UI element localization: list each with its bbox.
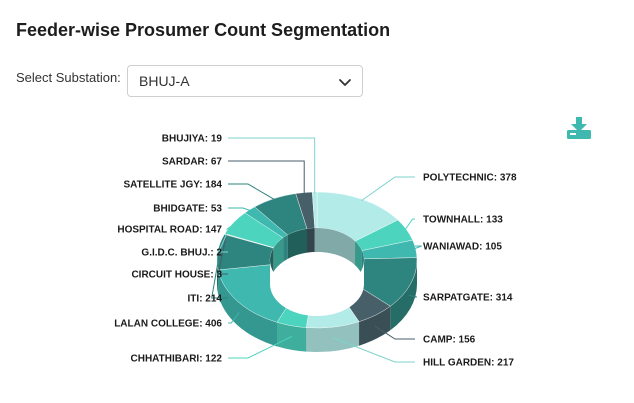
label-connector (404, 218, 415, 231)
chevron-down-icon (339, 79, 351, 86)
label-connector (228, 207, 252, 212)
label-connector (228, 137, 316, 194)
label-connector (211, 251, 228, 299)
substation-select-value: BHUJ-A (139, 73, 190, 89)
label-connector (413, 245, 422, 250)
label-connector (228, 312, 240, 324)
label-connector (408, 294, 417, 298)
slice-side-lalan-college (218, 269, 278, 347)
slice-label: LALAN COLLEGE: 406 (114, 319, 222, 330)
slice-label: CIRCUIT HOUSE: 3 (131, 270, 222, 281)
slice-label: WANIAWAD: 105 (423, 242, 502, 253)
label-connector (228, 183, 276, 201)
label-connector (228, 335, 293, 359)
slice-label: POLYTECHNIC: 378 (423, 173, 517, 184)
slice-label: BHIDGATE: 53 (153, 204, 222, 215)
label-connector (332, 337, 415, 363)
slice-label: SARDAR: 67 (162, 157, 222, 168)
slice-side-hill-garden (306, 321, 360, 352)
slice-label: G.I.D.C. BHUJ.: 2 (141, 248, 222, 259)
slice-inner-hospital-road (273, 237, 284, 272)
slice-inner-bhidgate (283, 234, 288, 262)
label-connector (217, 234, 228, 275)
slice-label: SATELLITE JGY: 184 (123, 180, 222, 191)
slice-label: ITI: 214 (188, 294, 223, 305)
slice-label: HILL GARDEN: 217 (423, 358, 514, 369)
substation-select-label: Select Substation: (16, 70, 121, 85)
slice-label: CHHATHIBARI: 122 (131, 354, 223, 365)
slice-label: HOSPITAL ROAD: 147 (117, 225, 222, 236)
slice-inner-sardar (306, 228, 315, 253)
label-connector (228, 160, 305, 194)
slice-inner-bhujiya (314, 228, 317, 253)
slice-label: TOWNHALL: 133 (423, 215, 503, 226)
slice-inner-satellite-jgy (287, 228, 307, 259)
label-connector (361, 176, 415, 202)
label-connector (374, 325, 415, 340)
slice-label: CAMP: 156 (423, 335, 476, 346)
slice-inner-townhall (355, 241, 362, 275)
label-connector (217, 234, 228, 253)
slice-side-sarpatgate (390, 260, 417, 331)
page-title: Feeder-wise Prosumer Count Segmentation (16, 20, 391, 40)
slice-inner-polytechnic (317, 228, 356, 266)
donut-hole (270, 251, 365, 317)
download-icon[interactable] (567, 117, 591, 139)
substation-select[interactable]: BHUJ-A (127, 65, 363, 97)
slice-label: BHUJIYA: 19 (162, 134, 223, 145)
slice-label: SARPATGATE: 314 (423, 293, 513, 304)
label-connector (225, 222, 236, 230)
